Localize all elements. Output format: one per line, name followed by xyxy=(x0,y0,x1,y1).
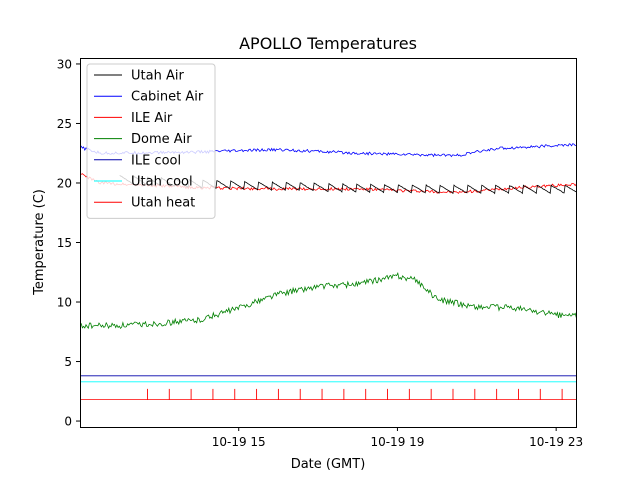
y-tick-label: 5 xyxy=(64,355,72,369)
plot-area xyxy=(80,143,576,400)
series-line xyxy=(80,272,576,330)
series-line xyxy=(80,143,576,158)
series-utah-heat xyxy=(80,388,576,400)
series-cabinet-air xyxy=(80,143,576,158)
y-tick-label: 20 xyxy=(57,176,72,190)
legend: Utah Air Cabinet Air ILE Air Dome Air ILE co… xyxy=(86,63,216,219)
series-utah-air xyxy=(119,174,576,195)
series-ile-air xyxy=(80,172,576,194)
x-tick-label: 10-19 23 xyxy=(529,435,583,449)
legend-box xyxy=(86,63,216,219)
chart-title: APOLLO Temperatures xyxy=(239,34,417,53)
x-tick-label: 10-19 15 xyxy=(212,435,266,449)
legend-label: Cabinet Air xyxy=(131,90,204,105)
legend-label: Utah heat xyxy=(131,196,195,211)
x-axis-ticks: 10-19 15 10-19 19 10-19 23 xyxy=(212,427,583,449)
y-tick-label: 10 xyxy=(57,296,72,310)
y-tick-label: 25 xyxy=(57,117,72,131)
x-tick-label: 10-19 19 xyxy=(370,435,424,449)
y-tick-label: 15 xyxy=(57,236,72,250)
series-line xyxy=(119,174,576,195)
legend-label: Dome Air xyxy=(131,132,192,147)
y-axis-label: Temperature (C) xyxy=(32,189,47,296)
legend-label: Utah cool xyxy=(131,175,193,190)
y-tick-label: 30 xyxy=(57,57,72,71)
y-axis-ticks: 0 5 10 15 20 25 30 xyxy=(57,57,80,429)
legend-label: Utah Air xyxy=(131,69,184,84)
series-dome-air xyxy=(80,272,576,330)
legend-label: ILE Air xyxy=(131,111,173,126)
series-line xyxy=(80,172,576,194)
legend-label: ILE cool xyxy=(131,153,181,168)
axes-frame xyxy=(80,58,577,428)
y-tick-label: 0 xyxy=(64,415,72,429)
x-axis-label: Date (GMT) xyxy=(291,457,366,472)
